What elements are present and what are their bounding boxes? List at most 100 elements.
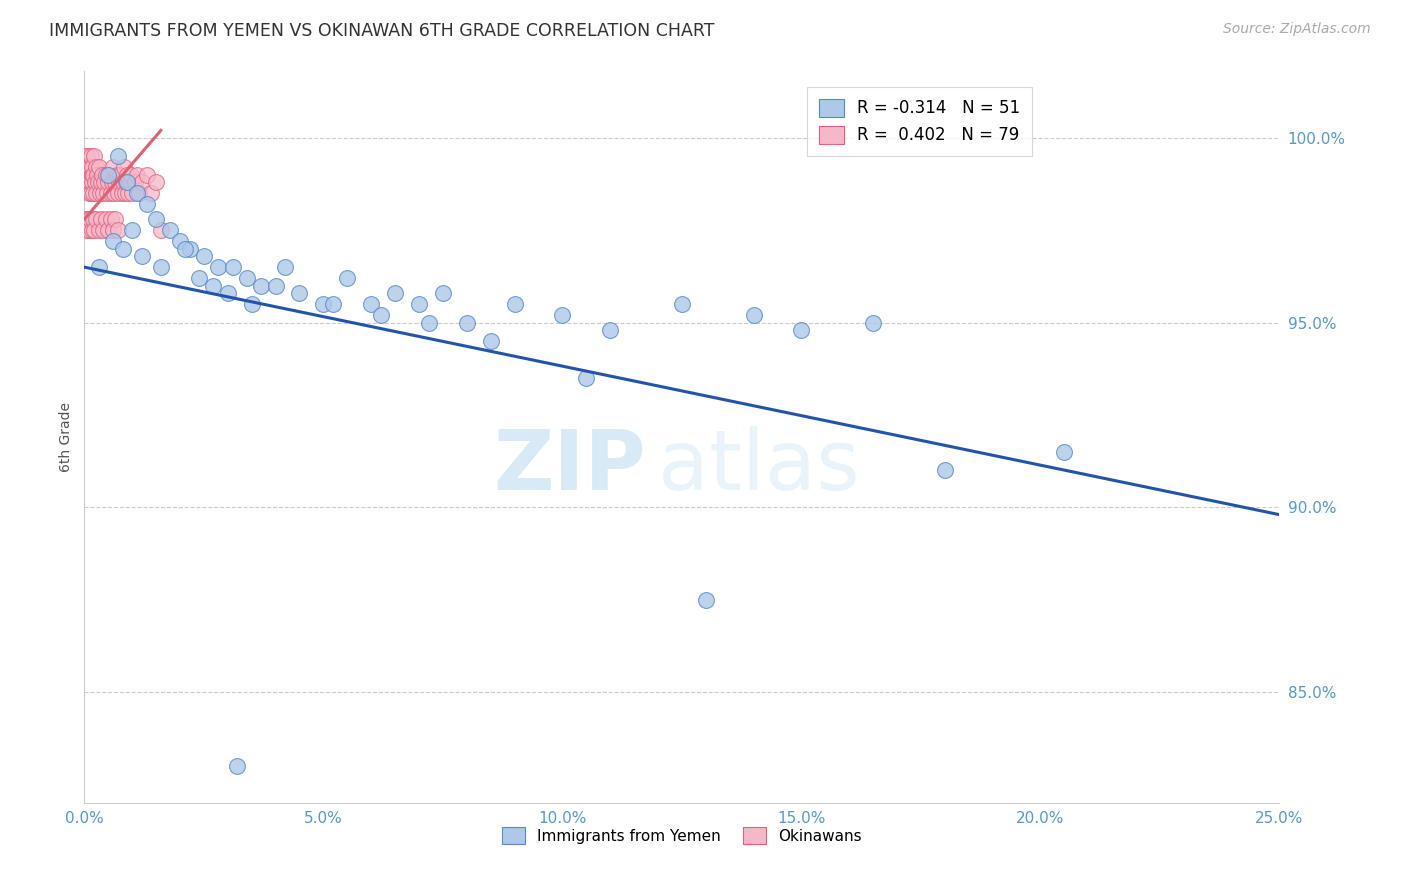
Point [104, 212, 127, 227]
Point [121, 186, 143, 201]
Point [87, 223, 110, 237]
Point [125, 168, 148, 182]
Point [432, 285, 454, 300]
Point [97, 168, 120, 182]
Point [131, 175, 153, 189]
Point [250, 278, 273, 293]
Point [86, 168, 108, 182]
Point [76, 168, 98, 182]
Point [79, 161, 101, 175]
Point [76, 161, 98, 175]
Point [104, 175, 127, 189]
Point [173, 242, 195, 256]
Text: Source: ZipAtlas.com: Source: ZipAtlas.com [1223, 22, 1371, 37]
Point [111, 242, 134, 256]
Point [75, 161, 97, 175]
Point [114, 186, 136, 201]
Point [115, 175, 138, 189]
Point [93, 175, 115, 189]
Point [551, 308, 574, 322]
Point [87, 161, 110, 175]
Point [408, 297, 430, 311]
Point [149, 223, 172, 237]
Point [100, 186, 122, 201]
Point [145, 175, 167, 189]
Point [96, 186, 118, 201]
Point [384, 285, 406, 300]
Point [370, 308, 392, 322]
Point [149, 260, 172, 274]
Legend: Immigrants from Yemen, Okinawans: Immigrants from Yemen, Okinawans [495, 822, 869, 850]
Point [135, 168, 157, 182]
Y-axis label: 6th Grade: 6th Grade [59, 402, 73, 472]
Point [117, 168, 139, 182]
Point [79, 175, 101, 189]
Point [360, 297, 382, 311]
Point [87, 260, 110, 274]
Point [862, 316, 884, 330]
Point [97, 175, 120, 189]
Point [599, 323, 621, 337]
Point [93, 223, 115, 237]
Point [671, 297, 693, 311]
Point [98, 168, 121, 182]
Point [120, 168, 142, 182]
Point [479, 334, 502, 348]
Point [112, 161, 135, 175]
Point [111, 175, 134, 189]
Point [83, 175, 105, 189]
Point [80, 175, 103, 189]
Point [117, 186, 139, 201]
Point [103, 186, 125, 201]
Point [90, 212, 112, 227]
Point [80, 168, 103, 182]
Text: IMMIGRANTS FROM YEMEN VS OKINAWAN 6TH GRADE CORRELATION CHART: IMMIGRANTS FROM YEMEN VS OKINAWAN 6TH GR… [49, 22, 714, 40]
Point [456, 316, 478, 330]
Point [82, 186, 104, 201]
Point [695, 592, 717, 607]
Point [1053, 445, 1076, 459]
Point [240, 297, 263, 311]
Point [82, 168, 104, 182]
Point [101, 223, 124, 237]
Point [236, 271, 259, 285]
Point [207, 260, 229, 274]
Point [86, 186, 108, 201]
Point [89, 186, 111, 201]
Point [145, 212, 167, 227]
Point [110, 168, 132, 182]
Point [101, 161, 124, 175]
Point [336, 271, 359, 285]
Point [77, 212, 100, 227]
Point [125, 186, 148, 201]
Point [97, 223, 120, 237]
Point [322, 297, 344, 311]
Point [77, 168, 100, 182]
Point [264, 278, 287, 293]
Point [82, 212, 104, 227]
Point [312, 297, 335, 311]
Point [217, 285, 239, 300]
Point [94, 212, 117, 227]
Point [159, 223, 181, 237]
Point [90, 175, 112, 189]
Point [93, 186, 115, 201]
Point [274, 260, 297, 274]
Point [124, 175, 146, 189]
Point [83, 149, 105, 163]
Point [135, 197, 157, 211]
Point [107, 149, 129, 163]
Point [76, 149, 98, 163]
Point [105, 168, 128, 182]
Point [131, 249, 153, 263]
Point [79, 212, 101, 227]
Point [77, 175, 100, 189]
Point [193, 249, 215, 263]
Point [934, 463, 956, 477]
Point [575, 371, 598, 385]
Point [141, 186, 163, 201]
Point [101, 235, 124, 249]
Point [418, 316, 440, 330]
Point [87, 175, 110, 189]
Point [188, 271, 211, 285]
